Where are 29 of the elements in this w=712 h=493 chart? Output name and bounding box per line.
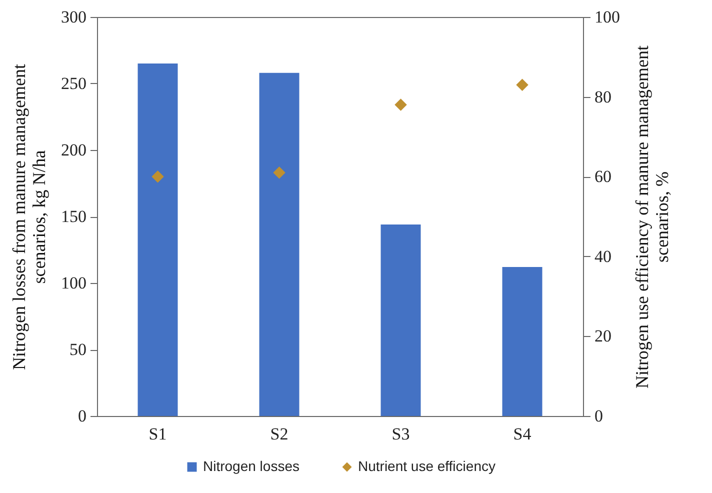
y-axis-title: Nitrogen losses from manure management scenarios, kg N/ha <box>9 64 49 370</box>
bar <box>502 267 542 416</box>
x-tick-label: S1 <box>148 424 167 444</box>
bar <box>259 72 300 416</box>
point <box>394 98 407 111</box>
y2-axis-title: Nitrogen use efficiency of manure management scenarios, % <box>632 45 672 389</box>
y2-tick-label: 80 <box>594 87 612 106</box>
x-tick-label: S2 <box>270 424 288 444</box>
point <box>273 166 286 179</box>
x-tick-label: S3 <box>392 424 410 444</box>
y2-tick-label: 20 <box>594 326 612 346</box>
point <box>516 78 528 91</box>
bar <box>380 224 421 416</box>
y2-tick-label: 0 <box>594 406 603 426</box>
y2-tick-label: 40 <box>594 246 612 266</box>
x-tick-label: S4 <box>513 424 532 444</box>
legend-label: Nutrient use efficiency <box>358 458 496 474</box>
y-tick-label: 150 <box>61 207 86 226</box>
y2-tick-label: 100 <box>594 8 620 26</box>
y-tick-label: 300 <box>61 8 86 26</box>
y-tick-label: 200 <box>61 140 86 160</box>
legend-label: Nitrogen losses <box>203 458 300 474</box>
y-tick-label: 100 <box>61 274 86 292</box>
y-tick-label: 0 <box>78 406 86 426</box>
y-tick-label: 50 <box>70 340 86 359</box>
bar <box>138 64 178 416</box>
point <box>152 170 164 183</box>
y-tick-label: 250 <box>61 74 86 93</box>
y2-tick-label: 60 <box>594 167 612 186</box>
